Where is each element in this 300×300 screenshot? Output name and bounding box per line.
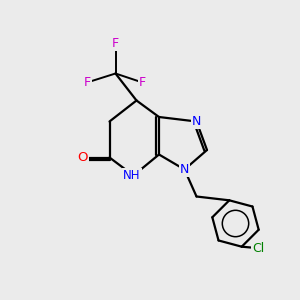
Text: F: F bbox=[112, 37, 119, 50]
Text: F: F bbox=[139, 76, 146, 89]
Text: N: N bbox=[192, 115, 201, 128]
Text: Cl: Cl bbox=[252, 242, 264, 255]
Text: NH: NH bbox=[123, 169, 141, 182]
Text: O: O bbox=[77, 151, 88, 164]
Text: F: F bbox=[83, 76, 91, 89]
Text: N: N bbox=[180, 163, 189, 176]
